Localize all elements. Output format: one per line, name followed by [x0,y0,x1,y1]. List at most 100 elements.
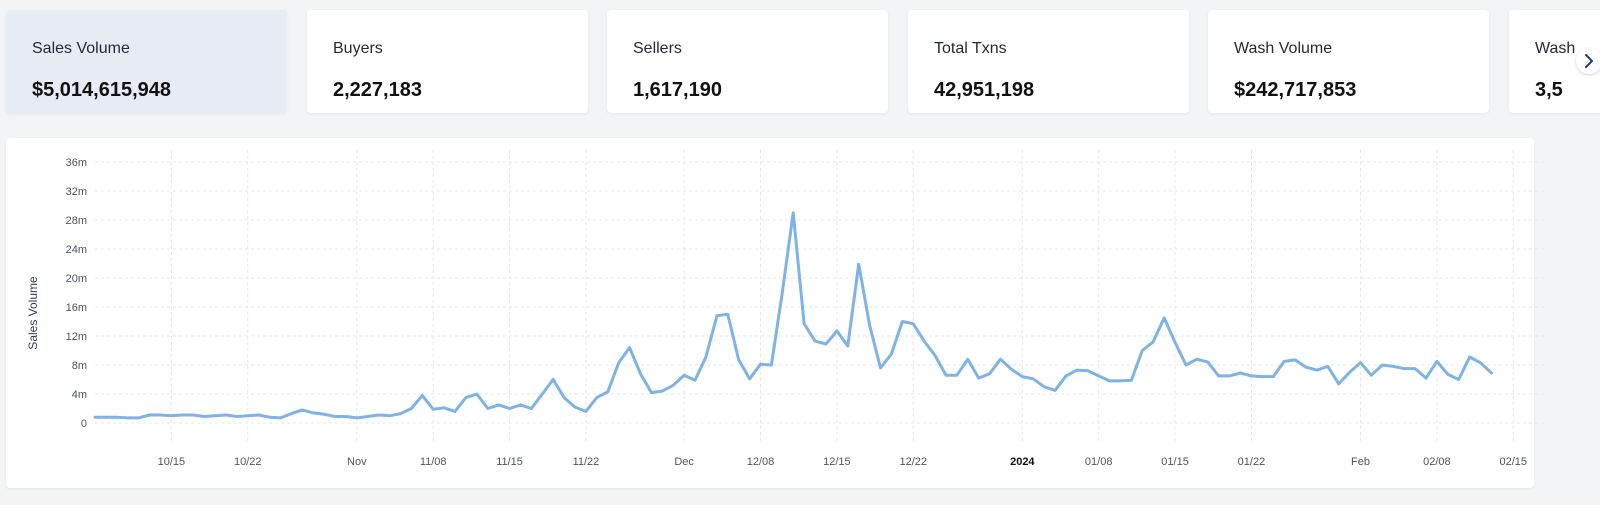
x-tick-label: 10/15 [158,456,186,468]
data-point [671,383,675,387]
data-point [606,390,610,394]
stat-label: Sales Volume [32,40,130,57]
data-point [311,411,315,415]
data-point [289,412,293,416]
data-point [1348,370,1352,374]
x-tick-label: 01/22 [1238,456,1266,468]
stat-label: Sellers [633,40,682,57]
data-point [1086,369,1090,373]
data-point [1304,365,1308,369]
data-point [715,314,719,318]
data-point [769,363,773,367]
stat-card-sellers[interactable]: Sellers 1,617,190 [607,10,888,113]
x-tick-label: 12/22 [899,456,927,468]
data-point [1009,367,1013,371]
data-point [791,211,795,215]
data-point [279,416,283,420]
stat-value: $5,014,615,948 [32,79,172,101]
data-point [202,415,206,419]
data-point [1020,375,1024,379]
data-point [857,262,861,266]
data-point [1533,138,1537,140]
data-point [1359,361,1363,365]
data-point [464,396,468,400]
stat-label: Total Txns [934,40,1007,57]
sales-volume-chart[interactable]: 0 4m 8m 12m 16m 20m 24m 28m 32m 36m 10/15 10/22 Nov 1… [0,138,1600,498]
data-point [868,323,872,327]
data-point [519,403,523,407]
data-point [900,320,904,324]
data-point [1108,379,1112,383]
data-point [1369,373,1373,377]
data-point [355,416,359,420]
stat-card-total-txns[interactable]: Total Txns 42,951,198 [908,10,1189,113]
data-point [399,412,403,416]
data-point [966,357,970,361]
data-point [1490,371,1494,375]
data-point [922,339,926,343]
x-tick-label: 2024 [1010,456,1035,468]
data-point [322,412,326,416]
data-point [639,372,643,376]
data-point [999,357,1003,361]
data-point [1315,368,1319,372]
data-point [726,312,730,316]
y-tick-label: 12m [66,331,87,343]
x-tick-label: Dec [674,456,694,468]
data-point [1119,379,1123,383]
data-point [759,362,763,366]
data-point [693,378,697,382]
data-point [889,352,893,356]
data-point [475,392,479,396]
data-point [628,346,632,350]
data-point [584,409,588,413]
data-point [126,416,130,420]
data-point [1446,372,1450,376]
data-point [1206,360,1210,364]
data-point [737,358,741,362]
data-point [486,407,490,411]
data-point [1075,368,1079,372]
data-point [704,355,708,359]
data-point [257,413,261,417]
data-point [377,413,381,417]
stat-value: 42,951,198 [934,79,1035,101]
x-tick-label: 11/08 [420,456,447,468]
x-tick-label: Feb [1351,456,1370,468]
stat-label: Wash Volume [1234,40,1333,57]
data-point [1053,388,1057,392]
data-point [1522,138,1526,140]
data-point [1293,358,1297,362]
data-point [835,329,839,333]
data-point [1337,382,1341,386]
stat-card-buyers[interactable]: Buyers 2,227,183 [307,10,588,113]
data-point [115,415,119,419]
y-tick-label: 8m [72,360,87,372]
data-point [824,342,828,346]
data-point [453,409,457,413]
stat-card-wash-volume[interactable]: Wash Volume $242,717,853 [1208,10,1489,113]
data-point [933,354,937,358]
y-tick-label: 20m [66,273,87,285]
x-tick-label: 01/15 [1161,456,1189,468]
data-point [1402,367,1406,371]
data-point [1468,355,1472,359]
y-tick-label: 32m [66,186,87,198]
data-point [660,389,664,393]
stat-card-sales-volume[interactable]: Sales Volume $5,014,615,948 [6,10,287,113]
data-point [1282,359,1286,363]
data-point [1479,361,1483,365]
data-point [1173,341,1177,345]
scroll-right-button[interactable] [1576,48,1600,74]
data-point [955,373,959,377]
data-point [268,415,272,419]
data-point [1413,367,1417,371]
data-point [802,322,806,326]
data-point [911,322,915,326]
stat-label: Wash [1535,40,1576,57]
stat-value: $242,717,853 [1234,79,1357,101]
data-point [879,366,883,370]
stat-label: Buyers [333,40,383,57]
data-point [1326,364,1330,368]
data-point [366,415,370,419]
